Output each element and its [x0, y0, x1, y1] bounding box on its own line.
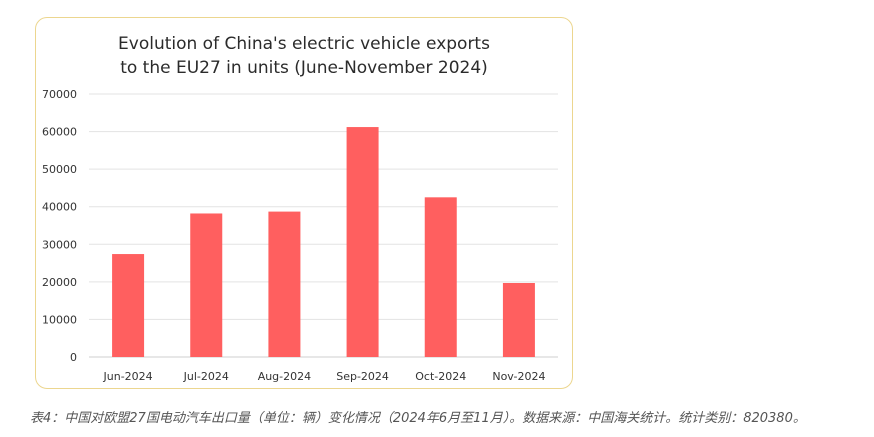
x-tick-label: Nov-2024 [492, 370, 545, 383]
chart-title-line-2: to the EU27 in units (June-November 2024… [120, 58, 488, 78]
bar-jun-2024 [112, 254, 145, 357]
x-tick-label: Jun-2024 [103, 370, 153, 383]
y-tick-label: 10000 [42, 313, 77, 326]
y-tick-label: 20000 [42, 276, 77, 289]
bar-jul-2024 [190, 213, 223, 357]
bar-sep-2024 [346, 127, 379, 357]
x-tick-label: Oct-2024 [415, 370, 466, 383]
y-tick-label: 50000 [42, 163, 77, 176]
y-tick-label: 30000 [42, 238, 77, 251]
x-tick-label: Jul-2024 [183, 370, 229, 383]
chart-card: Evolution of China's electric vehicle ex… [35, 17, 573, 389]
y-tick-label: 60000 [42, 126, 77, 139]
chart-title-line-1: Evolution of China's electric vehicle ex… [118, 34, 490, 54]
y-tick-label: 40000 [42, 201, 77, 214]
chart-title: Evolution of China's electric vehicle ex… [36, 32, 572, 80]
x-tick-label: Aug-2024 [258, 370, 311, 383]
bar-aug-2024 [268, 211, 301, 357]
bar-nov-2024 [502, 282, 535, 357]
bar-chart: 0 10000 20000 30000 40000 50000 60000 70000 Jun-… [42, 88, 558, 383]
figure-caption: 表4：中国对欧盟27国电动汽车出口量（单位：辆）变化情况（2024年6月至11月… [30, 411, 806, 426]
x-tick-label: Sep-2024 [336, 370, 389, 383]
bar-oct-2024 [424, 197, 457, 357]
y-tick-label: 0 [70, 351, 77, 364]
y-tick-label: 70000 [42, 88, 77, 101]
